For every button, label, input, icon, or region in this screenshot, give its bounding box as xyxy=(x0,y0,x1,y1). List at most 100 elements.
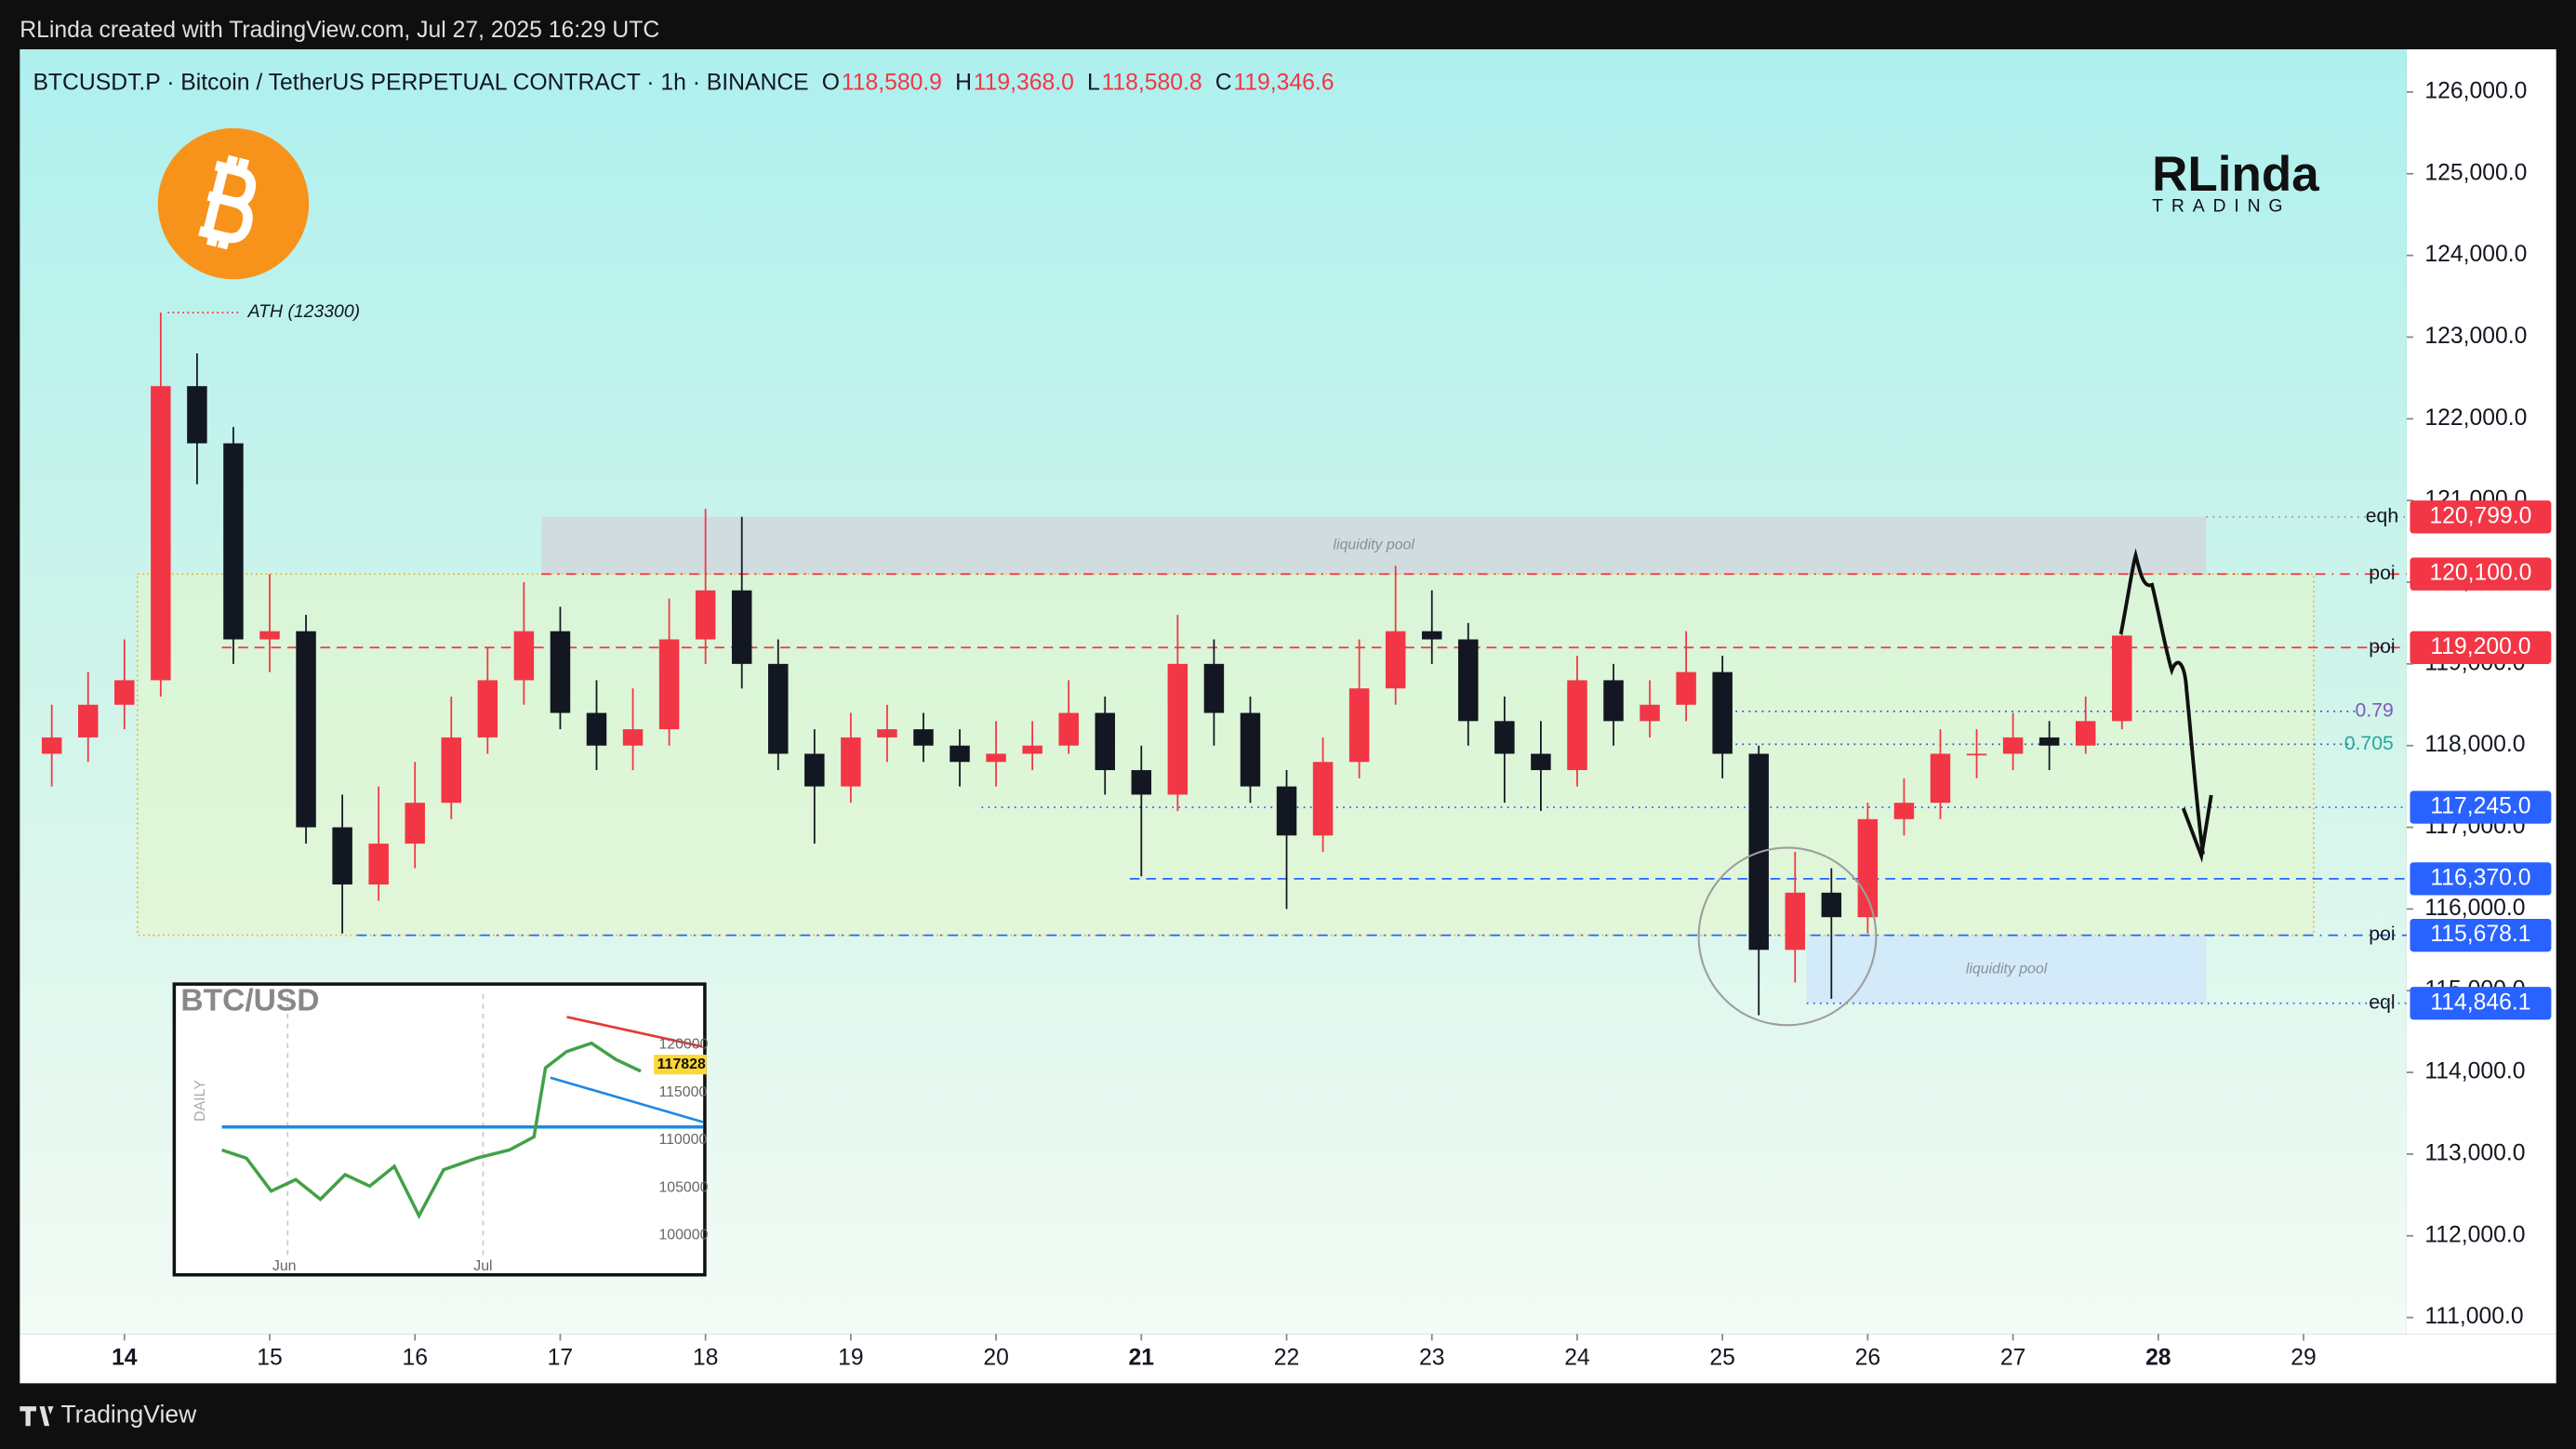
inset-month: Jul xyxy=(473,1258,492,1274)
candle-body xyxy=(405,803,425,844)
plot: liquidity pool liquidity pool 0.79 0.705 ATH… xyxy=(41,301,2407,1016)
candle-body xyxy=(513,631,535,681)
highlight-circle xyxy=(1697,846,1878,1027)
x-tick-label: 26 xyxy=(1855,1345,1881,1370)
ohlc-key: C xyxy=(1215,71,1232,96)
x-tick-label: 15 xyxy=(257,1345,283,1370)
y-tick-label: 123,000.0 xyxy=(2424,324,2527,349)
price-label: 117,245.0 xyxy=(2430,794,2530,819)
inset-month: Jun xyxy=(272,1258,297,1274)
y-tick-label: 124,000.0 xyxy=(2424,242,2527,267)
x-tick-label: 20 xyxy=(983,1345,1009,1370)
candle-body xyxy=(2112,635,2132,722)
candle-body xyxy=(187,386,207,444)
candle-body xyxy=(477,680,498,738)
y-tick-label: 126,000.0 xyxy=(2424,78,2527,103)
ohlc-value: 118,580.9 xyxy=(842,71,942,96)
candle-body xyxy=(1095,712,1115,771)
candle-body xyxy=(586,712,607,746)
candle-body xyxy=(550,631,571,713)
inset-frame xyxy=(172,982,707,1277)
price-label-box xyxy=(2410,500,2552,534)
liquidity-zone xyxy=(1806,935,2207,1004)
inset-price-path xyxy=(221,1041,642,1220)
level-tag: poi xyxy=(2369,924,2395,945)
candle-body xyxy=(1167,663,1188,795)
x-tick-label: 24 xyxy=(1564,1345,1590,1370)
price-axis xyxy=(2406,48,2556,1335)
y-tick-label: 122,000.0 xyxy=(2424,405,2527,431)
inset-last-price: 117828 xyxy=(657,1057,706,1072)
candle-body xyxy=(1385,631,1406,689)
candle-body xyxy=(658,639,680,730)
inset-tick: 110000 xyxy=(658,1132,707,1148)
candle-body xyxy=(1785,892,1806,950)
y-tick-label: 116,000.0 xyxy=(2424,896,2525,921)
candle-body xyxy=(1276,786,1297,836)
ohlc-key: L xyxy=(1087,71,1100,96)
x-tick-label: 21 xyxy=(1129,1345,1155,1370)
inset-trend-top xyxy=(566,1016,702,1048)
candle-body xyxy=(1203,663,1225,713)
candle-body xyxy=(1421,631,1442,640)
candle-body xyxy=(151,386,171,681)
zone-label: liquidity pool xyxy=(1966,961,2048,977)
x-tick-label: 23 xyxy=(1419,1345,1445,1370)
candle-body xyxy=(841,737,861,787)
candle-body xyxy=(1458,639,1479,722)
x-tick-label: 25 xyxy=(1709,1345,1734,1370)
candle-body xyxy=(877,729,897,738)
fib-label: 0.705 xyxy=(2344,733,2394,754)
bitcoin-logo xyxy=(157,127,310,280)
annotation: ATH (123300) xyxy=(247,301,361,322)
price-label: 116,370.0 xyxy=(2430,865,2530,890)
x-tick-label: 27 xyxy=(2000,1345,2026,1370)
candle-body xyxy=(1531,753,1551,771)
candle-body xyxy=(441,737,462,804)
candle-body xyxy=(2038,737,2060,746)
candle-body xyxy=(1857,818,1879,918)
candle-body xyxy=(1930,753,1951,804)
inset-chart: BTC/USD DAILY 120000 115000 110000 105000 10… xyxy=(172,982,709,1277)
candle-body xyxy=(1058,712,1079,746)
footer-brand: TradingView xyxy=(60,1401,197,1429)
bitcoin-b xyxy=(198,154,257,250)
candle-body xyxy=(1022,745,1042,754)
candle-body xyxy=(695,590,716,640)
candle-body xyxy=(41,737,62,754)
candle-body xyxy=(1494,721,1515,754)
y-tick-label: 118,000.0 xyxy=(2424,732,2525,757)
candle-body xyxy=(1240,712,1261,787)
price-label-box xyxy=(2410,791,2552,824)
candle-body xyxy=(2075,721,2096,746)
inset-tick: 115000 xyxy=(658,1084,707,1100)
y-tick-label: 111,000.0 xyxy=(2424,1304,2523,1329)
fib-label: 0.79 xyxy=(2356,699,2394,721)
price-label: 115,678.1 xyxy=(2430,922,2530,947)
brand-logo: RLinda TRADING xyxy=(2152,147,2319,217)
price-label-box xyxy=(2410,987,2552,1020)
footer-logo: TradingView xyxy=(20,1401,197,1429)
projection-arrow xyxy=(2118,548,2213,863)
candle-body xyxy=(1821,892,1842,918)
inset-tick: 100000 xyxy=(658,1228,708,1243)
candle-body xyxy=(1676,671,1696,705)
level-tag: eql xyxy=(2369,991,2395,1013)
level-tag: poi xyxy=(2369,563,2395,584)
level-tag: poi xyxy=(2369,636,2395,658)
x-tick-label: 22 xyxy=(1274,1345,1300,1370)
price-label: 114,846.1 xyxy=(2430,990,2530,1015)
symbol-line: BTCUSDT.P · Bitcoin / TetherUS PERPETUAL… xyxy=(33,71,808,96)
price-label: 120,799.0 xyxy=(2429,503,2531,528)
tv-icon xyxy=(20,1406,54,1427)
range-box xyxy=(136,573,2315,937)
candle-body xyxy=(296,631,316,828)
price-label-box xyxy=(2410,862,2552,896)
candle-body xyxy=(223,443,244,640)
candle-body xyxy=(768,663,789,754)
candle-body xyxy=(114,680,135,705)
inset-trend-bottom xyxy=(550,1076,704,1123)
x-tick-label: 29 xyxy=(2291,1345,2317,1370)
candle-body xyxy=(1712,671,1733,754)
inset-title: BTC/USD xyxy=(180,983,319,1017)
